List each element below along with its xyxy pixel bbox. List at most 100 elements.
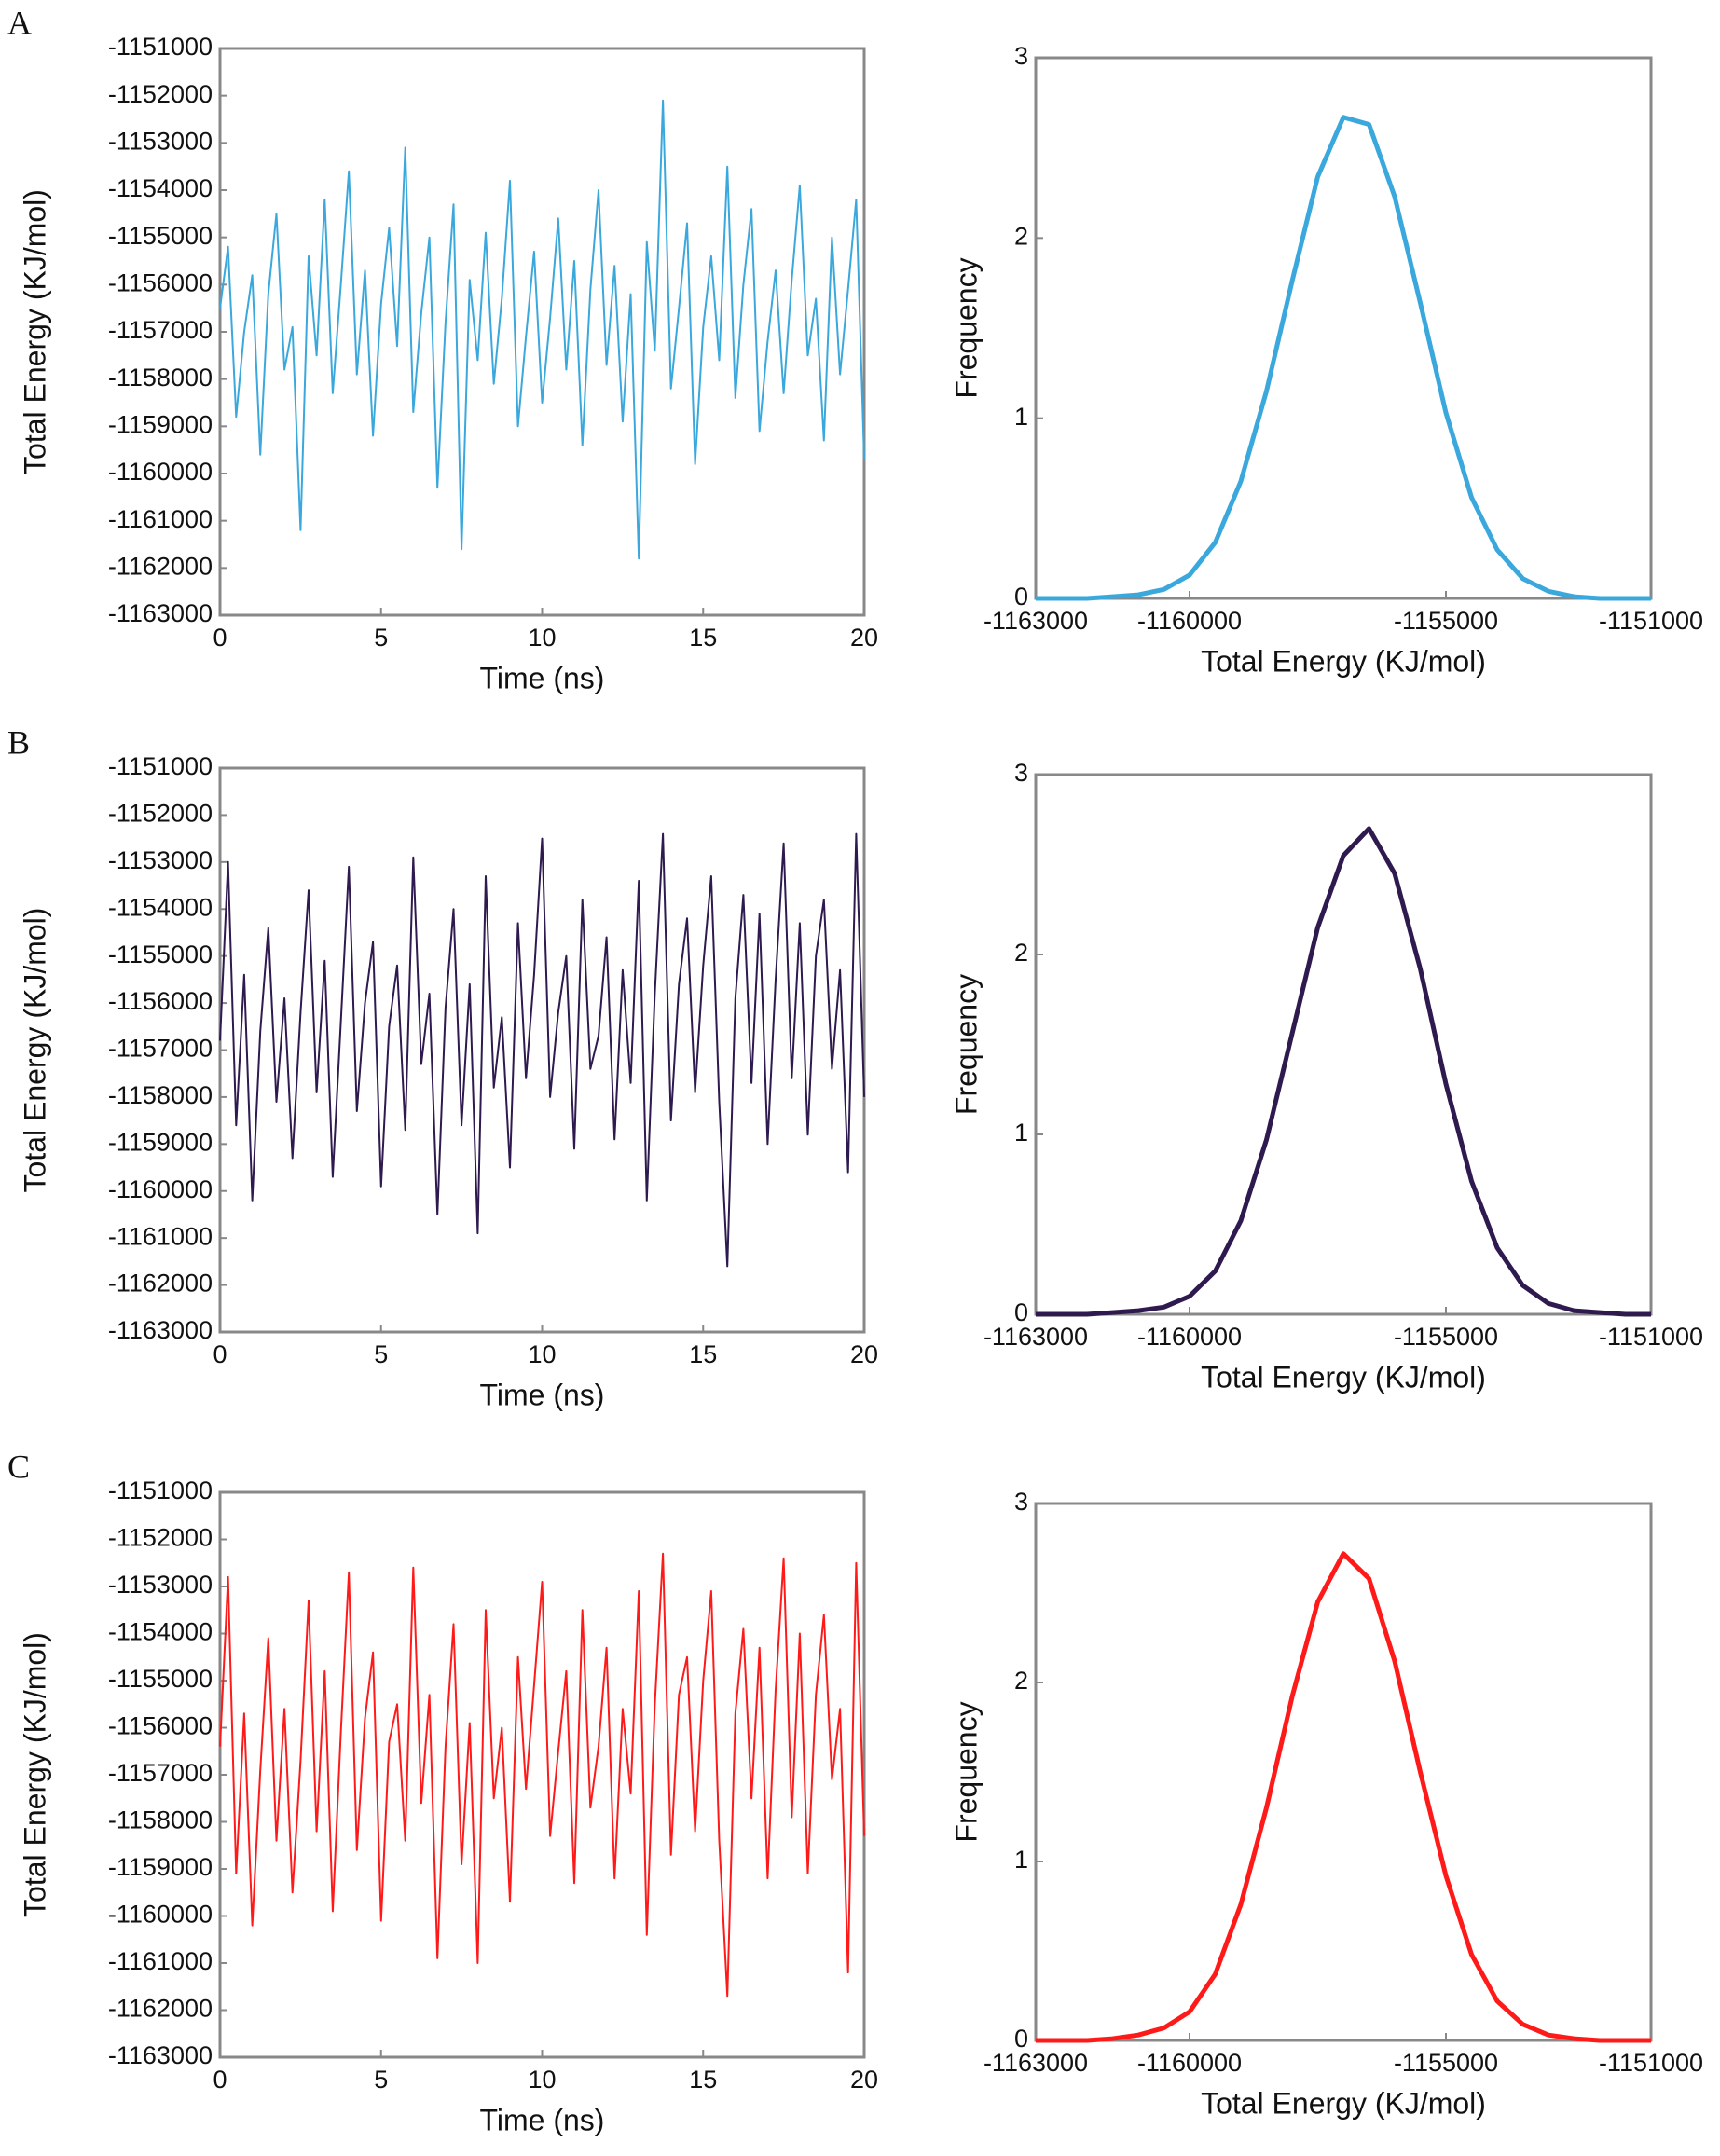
y-tick-label: -1160000 — [108, 458, 213, 486]
data-line — [1036, 826, 1651, 1317]
y-axis-title: Frequency — [949, 257, 983, 398]
y-tick-label: 1 — [1014, 403, 1028, 431]
y-tick-label: 1 — [1014, 1846, 1028, 1874]
x-tick-label: 5 — [374, 2066, 388, 2094]
y-tick-label: -1154000 — [108, 174, 213, 202]
y-tick-label: -1154000 — [108, 893, 213, 921]
data-line — [1036, 115, 1651, 601]
x-axis-title: Time (ns) — [480, 661, 605, 694]
x-tick-label: 15 — [689, 2066, 717, 2094]
y-axis-title: Total Energy (KJ/mol) — [18, 189, 51, 474]
x-tick-label: 20 — [850, 2066, 878, 2094]
data-line — [219, 99, 865, 560]
plot-frame — [218, 1490, 866, 2059]
data-line — [219, 1552, 865, 1998]
x-tick-label: -1160000 — [1137, 607, 1242, 635]
x-tick-label: 0 — [213, 624, 227, 652]
y-tick-label: -1161000 — [108, 505, 213, 533]
y-axis-title: Total Energy (KJ/mol) — [18, 1632, 51, 1917]
y-tick-label: -1155000 — [108, 222, 213, 250]
y-tick-label: 2 — [1014, 939, 1028, 967]
y-tick-label: -1159000 — [108, 410, 213, 438]
y-tick-label: 3 — [1014, 42, 1028, 70]
y-tick-label: -1160000 — [108, 1901, 213, 1929]
x-tick-label: 10 — [528, 2066, 556, 2094]
x-tick-label: 10 — [528, 1340, 556, 1368]
y-tick-label: -1156000 — [108, 268, 213, 296]
x-tick-label: -1151000 — [1599, 1323, 1703, 1351]
y-tick-label: -1155000 — [108, 1665, 213, 1693]
y-tick-label: -1162000 — [108, 552, 213, 580]
x-axis-title: Total Energy (KJ/mol) — [1201, 2086, 1486, 2120]
y-tick-label: 2 — [1014, 222, 1028, 250]
x-tick-label: 20 — [850, 1340, 878, 1368]
y-tick-label: 2 — [1014, 1667, 1028, 1695]
y-tick-label: -1157000 — [108, 316, 213, 344]
x-tick-label: 15 — [689, 624, 717, 652]
x-tick-label: -1155000 — [1394, 2049, 1498, 2077]
x-tick-label: 15 — [689, 1340, 717, 1368]
y-tick-label: 0 — [1014, 583, 1028, 611]
y-tick-label: -1162000 — [108, 1270, 213, 1298]
x-tick-label: -1163000 — [984, 2049, 1088, 2077]
x-tick-label: -1160000 — [1137, 2049, 1242, 2077]
plot-frame — [218, 47, 866, 617]
x-tick-label: 5 — [374, 1340, 388, 1368]
x-tick-label: -1163000 — [984, 607, 1088, 635]
y-tick-label: -1153000 — [108, 846, 213, 874]
y-tick-label: -1155000 — [108, 941, 213, 968]
x-tick-label: 0 — [213, 2066, 227, 2094]
plot-frame — [1034, 56, 1653, 600]
y-tick-label: 0 — [1014, 1298, 1028, 1326]
y-tick-label: -1156000 — [108, 987, 213, 1015]
y-tick-label: -1157000 — [108, 1759, 213, 1787]
panel-label: A — [7, 4, 32, 41]
x-tick-label: 0 — [213, 1340, 227, 1368]
x-tick-label: -1151000 — [1599, 607, 1703, 635]
y-tick-label: -1151000 — [108, 752, 213, 780]
y-tick-label: 3 — [1014, 759, 1028, 787]
plot-frame — [1034, 1502, 1653, 2042]
x-tick-label: -1155000 — [1394, 1323, 1498, 1351]
x-tick-label: -1160000 — [1137, 1323, 1242, 1351]
y-tick-label: -1157000 — [108, 1035, 213, 1063]
y-tick-label: -1163000 — [108, 1316, 213, 1344]
y-tick-label: -1161000 — [108, 1222, 213, 1250]
x-tick-label: 10 — [528, 624, 556, 652]
y-tick-label: 3 — [1014, 1488, 1028, 1516]
y-axis-title: Frequency — [949, 1701, 983, 1842]
data-line — [219, 832, 865, 1268]
y-tick-label: -1153000 — [108, 1571, 213, 1599]
y-tick-label: -1158000 — [108, 1081, 213, 1109]
x-tick-label: -1155000 — [1394, 607, 1498, 635]
data-line — [1036, 1551, 1651, 2043]
panel-label: B — [7, 723, 30, 761]
y-tick-label: -1161000 — [108, 1947, 213, 1975]
y-tick-label: -1159000 — [108, 1853, 213, 1881]
y-tick-label: -1152000 — [108, 80, 213, 108]
x-tick-label: -1151000 — [1599, 2049, 1703, 2077]
y-tick-label: -1154000 — [108, 1618, 213, 1646]
y-tick-label: -1163000 — [108, 2041, 213, 2069]
y-tick-label: -1156000 — [108, 1712, 213, 1740]
panel-label: C — [7, 1448, 30, 1485]
y-axis-title: Frequency — [949, 974, 983, 1115]
y-tick-label: -1159000 — [108, 1128, 213, 1156]
x-axis-title: Time (ns) — [480, 1378, 605, 1411]
y-tick-label: 1 — [1014, 1119, 1028, 1147]
y-tick-label: -1158000 — [108, 364, 213, 391]
y-axis-title: Total Energy (KJ/mol) — [18, 908, 51, 1193]
y-tick-label: -1163000 — [108, 599, 213, 627]
x-tick-label: 20 — [850, 624, 878, 652]
y-tick-label: -1151000 — [108, 1476, 213, 1504]
x-axis-title: Time (ns) — [480, 2103, 605, 2136]
x-axis-title: Total Energy (KJ/mol) — [1201, 644, 1486, 678]
y-tick-label: -1152000 — [108, 1524, 213, 1552]
y-tick-label: -1158000 — [108, 1806, 213, 1834]
y-tick-label: -1162000 — [108, 1995, 213, 2023]
y-tick-label: -1160000 — [108, 1175, 213, 1203]
x-tick-label: -1163000 — [984, 1323, 1088, 1351]
y-tick-label: -1151000 — [108, 33, 213, 61]
y-tick-label: -1152000 — [108, 800, 213, 828]
